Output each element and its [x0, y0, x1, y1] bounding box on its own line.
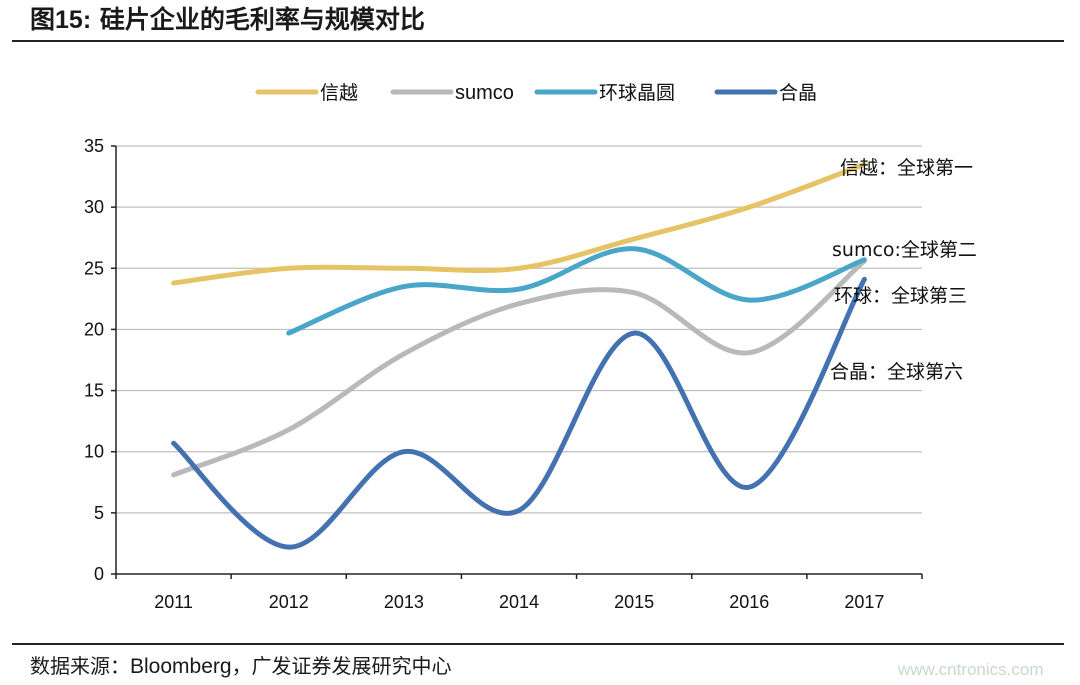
bottom-rule [12, 643, 1064, 645]
axes: 0 5 10 15 20 25 30 35 2011 2012 2013 2014 2015 2016 20… [84, 136, 923, 612]
series-line-0 [171, 161, 867, 286]
y-tick-label: 25 [84, 258, 104, 278]
gridlines [116, 145, 922, 514]
top-rule [12, 40, 1064, 42]
x-tick-label: 2017 [844, 592, 884, 612]
series-line-2 [286, 246, 867, 336]
figure-title-text: 硅片企业的毛利率与规模对比 [99, 5, 425, 34]
y-tick-label: 5 [94, 503, 104, 523]
x-tick-label: 2012 [269, 592, 309, 612]
legend-label: 环球晶圆 [599, 82, 675, 104]
source-rest: ，广发证券发展研究中心 [231, 654, 452, 678]
y-tick-label: 20 [84, 319, 104, 339]
series-line-3 [171, 276, 867, 550]
legend-label: 合晶 [779, 82, 817, 104]
legend-label: 信越 [320, 82, 358, 104]
x-tick-label: 2016 [729, 592, 769, 612]
legend-label: sumco [455, 82, 514, 104]
y-tick-label: 0 [94, 564, 104, 584]
x-tick-label: 2013 [384, 592, 424, 612]
annotation-label: 合晶：全球第六 [830, 361, 963, 383]
figure-title: 图15: 硅片企业的毛利率与规模对比 [30, 2, 425, 38]
watermark: www.cntronics.com [898, 660, 1044, 679]
y-tick-label: 15 [84, 381, 104, 401]
legend: 信越 sumco 环球晶圆 合晶 [255, 82, 817, 104]
series-line-1 [171, 258, 867, 478]
figure-title-prefix: 图 [30, 5, 56, 34]
annotation-label: 信越：全球第一 [840, 157, 973, 179]
source-en: Bloomberg [130, 655, 232, 678]
y-tick-label: 30 [84, 197, 104, 217]
y-tick-label: 10 [84, 442, 104, 462]
y-tick-label: 35 [84, 136, 104, 156]
x-tick-label: 2014 [499, 592, 539, 612]
x-tick-label: 2015 [614, 592, 654, 612]
annotation-label: sumco:全球第二 [832, 239, 977, 261]
annotation-label: 环球：全球第三 [834, 285, 967, 307]
series-lines [171, 161, 867, 550]
source-note: 数据来源：Bloomberg，广发证券发展研究中心 [30, 650, 452, 679]
x-tick-label: 2011 [154, 592, 193, 612]
figure-title-number: 15: [55, 6, 92, 34]
source-label: 数据来源： [30, 654, 130, 678]
